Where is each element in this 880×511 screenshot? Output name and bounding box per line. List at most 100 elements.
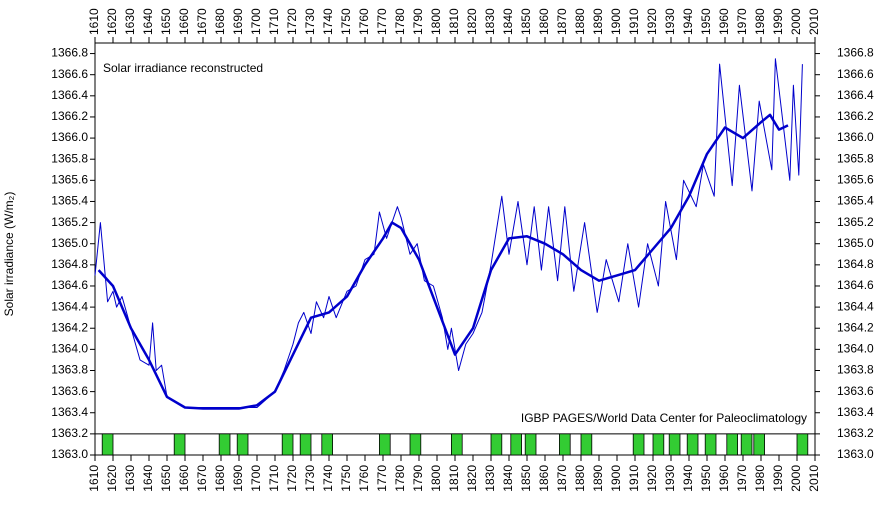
y-tick-label: 1364.0 bbox=[837, 342, 874, 356]
y-tick-label: 1364.2 bbox=[51, 320, 88, 334]
x-tick-label: 1690 bbox=[231, 8, 245, 35]
x-tick-label: 1930 bbox=[663, 465, 677, 492]
x-tick-label: 1620 bbox=[105, 8, 119, 35]
y-tick-label: 1363.6 bbox=[837, 384, 874, 398]
x-tick-label: 1700 bbox=[249, 8, 263, 35]
x-tick-label: 1810 bbox=[447, 8, 461, 35]
x-tick-label: 1850 bbox=[519, 8, 533, 35]
x-tick-label: 2010 bbox=[807, 465, 821, 492]
x-tick-label: 1870 bbox=[555, 465, 569, 492]
x-tick-label: 1610 bbox=[87, 465, 101, 492]
y-tick-label: 1363.0 bbox=[837, 447, 874, 461]
x-tick-label: 1920 bbox=[645, 8, 659, 35]
cycle-marker bbox=[450, 433, 463, 456]
y-tick-label: 1366.6 bbox=[51, 67, 88, 81]
x-tick-label: 1730 bbox=[303, 8, 317, 35]
y-tick-label: 1365.6 bbox=[51, 173, 88, 187]
y-tick-label: 1366.0 bbox=[51, 130, 88, 144]
cycle-marker bbox=[668, 433, 681, 456]
y-tick-label: 1364.4 bbox=[837, 299, 874, 313]
cycle-marker bbox=[726, 433, 738, 456]
y-tick-label: 1365.0 bbox=[837, 236, 874, 250]
y-tick-label: 1365.2 bbox=[51, 215, 88, 229]
x-tick-label: 1780 bbox=[393, 8, 407, 35]
x-tick-label: 1960 bbox=[717, 465, 731, 492]
x-tick-label: 1840 bbox=[501, 465, 515, 492]
x-tick-label: 1810 bbox=[447, 465, 461, 492]
cycle-marker bbox=[378, 433, 391, 456]
x-tick-label: 1800 bbox=[429, 8, 443, 35]
x-tick-label: 1670 bbox=[195, 465, 209, 492]
x-tick-label: 1680 bbox=[213, 8, 227, 35]
cycle-marker bbox=[101, 433, 114, 456]
x-tick-label: 1860 bbox=[537, 465, 551, 492]
x-tick-label: 1700 bbox=[249, 465, 263, 492]
x-tick-label: 1770 bbox=[375, 8, 389, 35]
x-tick-label: 1980 bbox=[753, 465, 767, 492]
x-tick-label: 2000 bbox=[789, 465, 803, 492]
y-tick-label: 1363.2 bbox=[837, 426, 874, 440]
x-tick-label: 1830 bbox=[483, 8, 497, 35]
x-tick-label: 1990 bbox=[771, 465, 785, 492]
y-tick-label: 1366.2 bbox=[837, 109, 874, 123]
y-tick-label: 1365.8 bbox=[51, 151, 88, 165]
x-tick-label: 1780 bbox=[393, 465, 407, 492]
y-tick-label: 1365.8 bbox=[837, 151, 874, 165]
x-tick-label: 1860 bbox=[537, 8, 551, 35]
y-tick-label: 1366.0 bbox=[837, 130, 874, 144]
annotation: IGBP PAGES/World Data Center for Paleocl… bbox=[521, 411, 807, 425]
y-tick-label: 1366.2 bbox=[51, 109, 88, 123]
y-tick-label: 1365.4 bbox=[837, 194, 874, 208]
y-tick-label: 1364.8 bbox=[51, 257, 88, 271]
cycle-marker bbox=[490, 433, 503, 456]
x-tick-label: 1630 bbox=[123, 8, 137, 35]
x-tick-label: 1740 bbox=[321, 465, 335, 492]
x-tick-label: 1640 bbox=[141, 8, 155, 35]
x-tick-label: 1910 bbox=[627, 8, 641, 35]
x-tick-label: 1770 bbox=[375, 465, 389, 492]
cycle-marker bbox=[236, 433, 249, 456]
x-tick-label: 1870 bbox=[555, 8, 569, 35]
cycle-marker bbox=[753, 433, 765, 456]
y-tick-label: 1363.8 bbox=[837, 363, 874, 377]
y-tick-label: 1363.4 bbox=[837, 405, 874, 419]
y-tick-label: 1366.8 bbox=[51, 46, 88, 60]
y-tick-label: 1364.6 bbox=[837, 278, 874, 292]
y-tick-label: 1364.0 bbox=[51, 342, 88, 356]
x-tick-label: 1880 bbox=[573, 8, 587, 35]
y-tick-label: 1365.0 bbox=[51, 236, 88, 250]
x-tick-label: 1710 bbox=[267, 8, 281, 35]
x-tick-label: 1640 bbox=[141, 465, 155, 492]
cycle-marker bbox=[652, 433, 665, 456]
cycle-marker bbox=[580, 433, 593, 456]
x-tick-label: 2010 bbox=[807, 8, 821, 35]
y-tick-label: 1364.2 bbox=[837, 320, 874, 334]
x-tick-label: 1610 bbox=[87, 8, 101, 35]
y-tick-label: 1364.8 bbox=[837, 257, 874, 271]
x-tick-label: 1650 bbox=[159, 465, 173, 492]
cycle-marker bbox=[299, 433, 312, 456]
y-tick-label: 1366.6 bbox=[837, 67, 874, 81]
x-tick-label: 1760 bbox=[357, 465, 371, 492]
y-tick-label: 1366.8 bbox=[837, 46, 874, 60]
x-tick-label: 1690 bbox=[231, 465, 245, 492]
y-tick-label: 1366.4 bbox=[51, 88, 88, 102]
y-tick-label: 1363.6 bbox=[51, 384, 88, 398]
x-tick-label: 1790 bbox=[411, 8, 425, 35]
y-tick-label: 1365.6 bbox=[837, 173, 874, 187]
cycle-marker bbox=[704, 433, 717, 456]
x-tick-label: 1670 bbox=[195, 8, 209, 35]
cycle-marker bbox=[218, 433, 231, 456]
x-tick-label: 1750 bbox=[339, 465, 353, 492]
cycle-marker bbox=[173, 433, 186, 456]
y-tick-label: 1366.4 bbox=[837, 88, 874, 102]
x-tick-label: 1900 bbox=[609, 8, 623, 35]
cycle-marker bbox=[409, 433, 422, 456]
y-tick-label: 1363.2 bbox=[51, 426, 88, 440]
plot-frame bbox=[94, 42, 816, 456]
x-tick-label: 1890 bbox=[591, 465, 605, 492]
cycle-marker bbox=[524, 433, 537, 456]
cycle-marker bbox=[686, 433, 699, 456]
x-tick-label: 1920 bbox=[645, 465, 659, 492]
